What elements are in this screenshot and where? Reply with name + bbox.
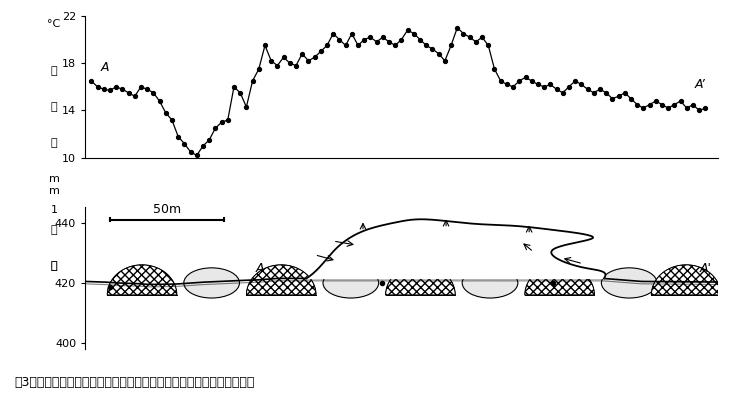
Text: A': A': [699, 262, 711, 276]
Polygon shape: [525, 265, 594, 295]
Text: A’: A’: [695, 78, 705, 91]
Text: m: m: [49, 185, 59, 196]
Polygon shape: [107, 265, 177, 295]
Text: 高: 高: [51, 225, 57, 235]
Ellipse shape: [323, 268, 379, 298]
Text: A: A: [256, 262, 264, 276]
Text: 50m: 50m: [153, 203, 181, 216]
Ellipse shape: [602, 268, 657, 298]
Polygon shape: [386, 265, 455, 295]
Text: 深: 深: [51, 138, 57, 148]
Text: °C: °C: [47, 19, 61, 29]
Text: 1: 1: [50, 205, 58, 216]
Text: 標: 標: [51, 261, 57, 271]
Text: 地: 地: [51, 102, 57, 112]
Text: 温: 温: [51, 66, 57, 77]
Text: A: A: [101, 62, 109, 74]
Polygon shape: [651, 265, 721, 295]
Text: m: m: [49, 173, 59, 184]
Polygon shape: [246, 265, 316, 295]
Ellipse shape: [462, 268, 518, 298]
Ellipse shape: [184, 268, 240, 298]
Polygon shape: [306, 219, 605, 278]
Text: 標: 標: [51, 261, 57, 271]
Text: 図3　ため池堵体（測線Ａ）の精査による地温分布及び推定流脈の状況: 図3 ため池堵体（測線Ａ）の精査による地温分布及び推定流脈の状況: [15, 376, 255, 389]
